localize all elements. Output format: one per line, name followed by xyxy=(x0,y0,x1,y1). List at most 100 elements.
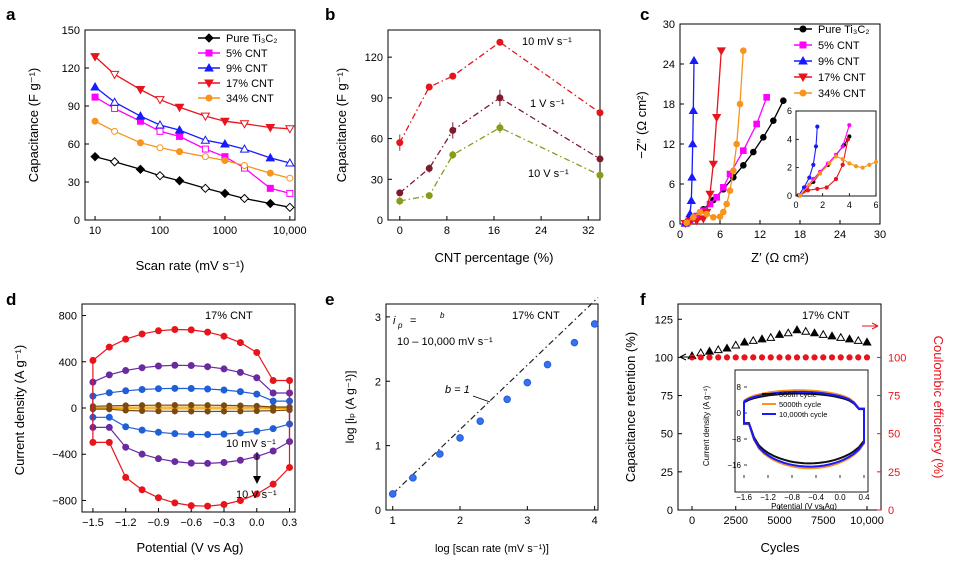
panel-a-point xyxy=(239,120,250,129)
panel-c-ytick-label: 12 xyxy=(663,139,675,151)
panel-f-xtick-label: 2500 xyxy=(724,515,748,527)
panel-f-efficiency-point xyxy=(846,354,853,361)
panel-c-inset-point xyxy=(807,175,812,180)
panel-f-efficiency-point xyxy=(750,354,757,361)
panel-d-xtick-label: 0.0 xyxy=(249,517,264,529)
panel-f-inset-xtick-label: 0.4 xyxy=(858,493,870,502)
panel-c-inset-ytick-label: 2 xyxy=(787,163,792,173)
panel-f-retention-point xyxy=(818,329,828,338)
panel-letter-c: c xyxy=(640,5,649,24)
panel-c-point xyxy=(713,194,720,201)
panel-d-point xyxy=(253,427,261,435)
panel-d-point xyxy=(286,376,294,384)
panel-c-point xyxy=(706,200,714,208)
panel-c-ytick-label: 6 xyxy=(669,179,675,191)
panel-d-point xyxy=(154,428,162,436)
panel-c-ytick-label: 24 xyxy=(663,59,675,71)
panel-a-ytick-label: 0 xyxy=(74,215,80,227)
panel-a-point xyxy=(266,169,274,177)
panel-c-inset-xtick-label: 6 xyxy=(873,200,878,210)
panel-d-point xyxy=(236,456,244,464)
panel-a-point xyxy=(220,138,230,148)
panel-e-ytick-label: 2 xyxy=(375,376,381,388)
panel-c-inset-point xyxy=(847,161,852,166)
panel-c-xtick-label: 30 xyxy=(874,229,886,241)
panel-f-left-arrow xyxy=(679,353,695,361)
panel-a-point xyxy=(155,119,165,129)
panel-f-xtick-label: 7500 xyxy=(811,515,835,527)
panel-a-point xyxy=(200,135,211,144)
panel-d-point xyxy=(171,325,179,333)
panel-c-inset-point xyxy=(867,162,872,167)
panel-f-ytick-label: 100 xyxy=(655,352,673,364)
panel-c-ytick-label: 18 xyxy=(663,99,675,111)
panel-d-point xyxy=(138,385,146,393)
panel-c-legend-marker xyxy=(799,25,807,33)
panel-c-inset-point xyxy=(840,157,845,162)
panel-f-retention-point xyxy=(731,340,741,349)
panel-d-point xyxy=(122,387,130,395)
panel-b-ytick-label: 90 xyxy=(371,93,383,105)
panel-a-ytick-label: 30 xyxy=(68,177,80,189)
panel-f-y2tick-label: 25 xyxy=(888,467,900,479)
panel-d-point xyxy=(187,362,195,370)
panel-f-retention-point xyxy=(739,337,750,346)
panel-c-point xyxy=(730,167,737,174)
panel-c-point xyxy=(698,215,708,224)
panel-d-point xyxy=(122,473,130,481)
panel-d-label-10mV: 10 mV s⁻¹ xyxy=(226,438,276,450)
panel-a-xlabel: Scan rate (mV s⁻¹) xyxy=(136,258,245,273)
panel-f-inset-xtick-label: 0.0 xyxy=(834,493,846,502)
panel-f-xlabel: Cycles xyxy=(760,540,800,555)
panel-a-series-line xyxy=(94,96,291,195)
panel-c-point xyxy=(712,114,722,123)
panel-d-point xyxy=(236,497,244,505)
panel-f-retention-point xyxy=(713,344,723,354)
panel-f-efficiency-point xyxy=(697,354,704,361)
panel-a-point xyxy=(240,162,248,170)
panel-c-inset-point xyxy=(840,162,845,167)
panel-d-point xyxy=(154,494,162,502)
panel-a-point xyxy=(156,127,164,135)
panel-c-point xyxy=(720,184,727,191)
panel-a-point xyxy=(284,125,295,134)
panel-f-efficiency-point xyxy=(820,354,827,361)
panel-c-inset-point xyxy=(845,137,851,142)
panel-d-point xyxy=(171,384,179,392)
panel-d-point xyxy=(187,384,195,392)
panel-f-inset-cv-loop xyxy=(743,390,865,468)
panel-d-point xyxy=(286,463,294,471)
panel-d-point xyxy=(220,430,228,438)
panel-d-point xyxy=(105,371,113,379)
panel-e-point xyxy=(388,490,397,498)
panel-e-point xyxy=(436,450,444,458)
panel-b-point xyxy=(496,124,504,132)
panel-a-legend-marker xyxy=(205,49,213,57)
panel-f-ytick-label: 125 xyxy=(655,314,673,326)
panel-f-retention-point xyxy=(783,328,793,337)
panel-f-inset-ylabel: Current density (A g⁻¹) xyxy=(702,386,711,467)
panel-f-inset-xtick-label: −1.6 xyxy=(736,493,752,502)
panel-letter-f: f xyxy=(640,290,646,309)
panel-d-ylabel: Current density (A g⁻¹) xyxy=(12,345,27,475)
panel-f-efficiency-point xyxy=(828,354,836,361)
panel-c-point xyxy=(708,160,718,169)
panel-f-efficiency-point xyxy=(811,354,818,361)
panel-e-label-17cnt: 17% CNT xyxy=(512,310,560,322)
panel-f-inset-legend-label: 10,000th cycle xyxy=(779,410,827,419)
panel-f-xtick-label: 10,000 xyxy=(850,515,884,527)
panel-e-xtick-label: 3 xyxy=(524,515,530,527)
panel-b-point xyxy=(425,164,433,172)
panel-f-inset-xlabel: Potential (V vs Ag) xyxy=(771,502,837,511)
panel-a-legend-label: 17% CNT xyxy=(226,78,274,90)
panel-d-point xyxy=(171,430,179,438)
panel-b-point xyxy=(396,189,404,197)
panel-c-point xyxy=(740,162,747,169)
panel-b-point xyxy=(496,38,504,46)
panel-f-ytick-label: 0 xyxy=(667,505,673,517)
panel-c-ytick-label: 0 xyxy=(669,219,675,231)
panel-d-point xyxy=(171,408,178,415)
panel-c-point xyxy=(736,100,744,108)
panel-d-point xyxy=(122,443,130,451)
panel-a-point xyxy=(109,157,120,167)
